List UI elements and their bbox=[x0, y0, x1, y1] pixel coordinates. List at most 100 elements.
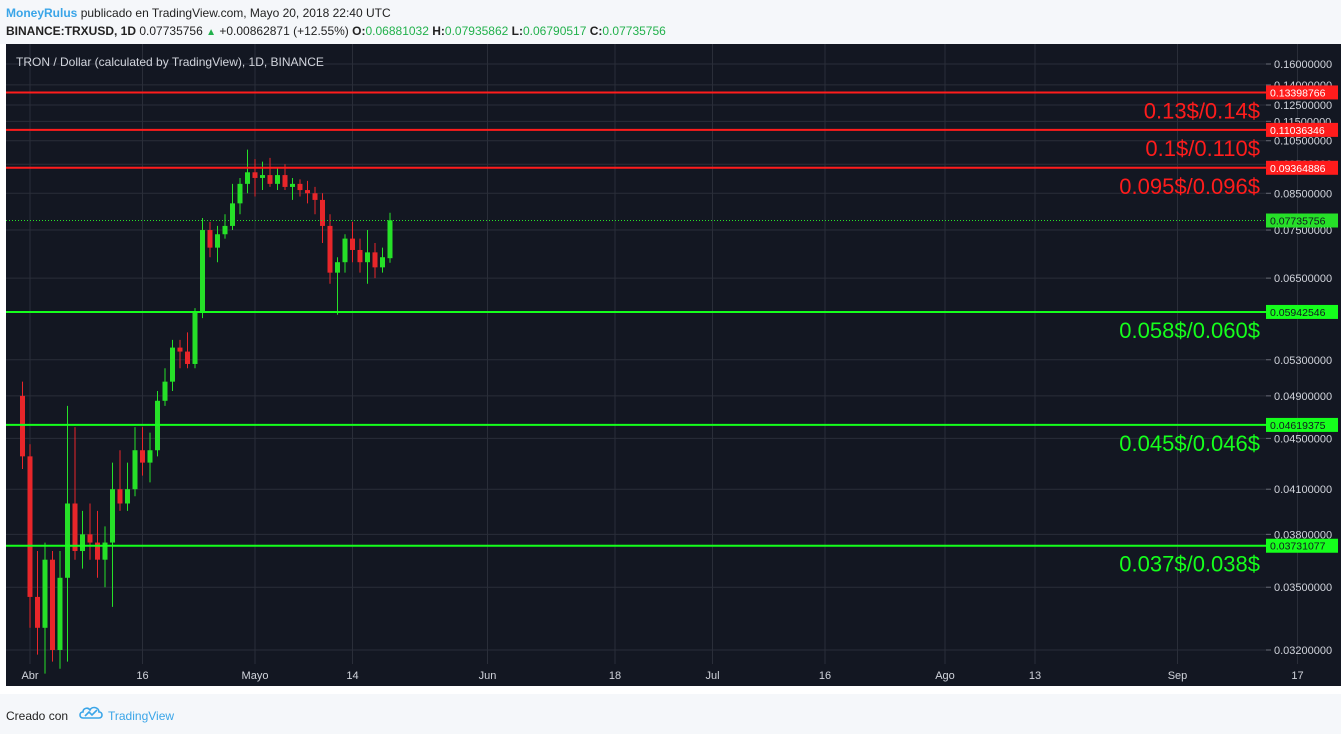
last-price: 0.07735756 bbox=[139, 24, 203, 38]
y-tick-label: 0.08500000 bbox=[1274, 188, 1332, 200]
candle-body bbox=[290, 183, 295, 187]
candle-body bbox=[132, 450, 138, 490]
candle-body bbox=[177, 347, 183, 352]
level-price-label: 0.13398766 bbox=[1270, 87, 1326, 99]
x-tick-label: 17 bbox=[1291, 670, 1303, 682]
footer: Creado con TradingView bbox=[0, 694, 1341, 734]
y-tick-label: 0.05300000 bbox=[1274, 355, 1332, 367]
price-change: +0.00862871 (+12.55%) bbox=[219, 24, 349, 38]
low-value: 0.06790517 bbox=[523, 24, 587, 38]
candle-body bbox=[65, 503, 70, 578]
y-tick-labels: 0.160000000.140000000.125000000.11500000… bbox=[1266, 59, 1332, 657]
candle-body bbox=[372, 252, 378, 268]
candle-body bbox=[230, 203, 235, 226]
candle-body bbox=[72, 503, 78, 552]
candle-body bbox=[110, 489, 115, 543]
candle-body bbox=[207, 230, 213, 248]
candle-body bbox=[57, 577, 63, 650]
x-tick-label: 13 bbox=[1029, 670, 1041, 682]
candle-body bbox=[185, 351, 190, 364]
level-price-tag bbox=[1266, 304, 1338, 319]
x-tick-label: Jun bbox=[479, 670, 497, 682]
chart-area[interactable]: 0.160000000.140000000.125000000.11500000… bbox=[0, 44, 1341, 694]
candle-body bbox=[252, 172, 258, 178]
x-tick-label: Jul bbox=[705, 670, 719, 682]
candle-body bbox=[312, 193, 318, 200]
level-zone-label: 0.13$/0.14$ bbox=[1144, 98, 1260, 123]
candle-body bbox=[20, 395, 25, 457]
current-price-label: 0.07735756 bbox=[1270, 216, 1326, 228]
candle-body bbox=[117, 489, 123, 504]
candle-body bbox=[260, 175, 265, 178]
candle-body bbox=[305, 190, 310, 194]
candle-body bbox=[42, 559, 48, 628]
candle-body bbox=[102, 542, 108, 560]
level-price-label: 0.09364886 bbox=[1270, 163, 1326, 175]
candle-body bbox=[140, 450, 145, 463]
y-tick-label: 0.12500000 bbox=[1274, 100, 1332, 112]
y-tick-label: 0.11500000 bbox=[1274, 116, 1331, 128]
x-tick-label: Mayo bbox=[242, 670, 269, 682]
candle-body bbox=[192, 311, 198, 364]
candle-body bbox=[27, 456, 33, 597]
candlestick-chart[interactable]: 0.160000000.140000000.125000000.11500000… bbox=[0, 44, 1341, 694]
level-price-label: 0.03731077 bbox=[1270, 541, 1326, 553]
candle-body bbox=[147, 450, 153, 463]
close-value: 0.07735756 bbox=[602, 24, 666, 38]
level-price-tag bbox=[1266, 538, 1338, 553]
time-axis[interactable] bbox=[6, 664, 1266, 686]
chart-title: TRON / Dollar (calculated by TradingView… bbox=[16, 55, 324, 69]
candle-body bbox=[357, 249, 363, 263]
plot-background bbox=[6, 44, 1266, 664]
level-zone-label: 0.045$/0.046$ bbox=[1119, 431, 1260, 456]
candle-body bbox=[267, 175, 273, 184]
low-label: L: bbox=[511, 24, 523, 38]
x-tick-labels: Abr 16 Mayo 14 Jun 18 Jul 16 Ago 13 Sep 17 bbox=[21, 670, 1303, 682]
level-price-label: 0.04619375 bbox=[1270, 420, 1326, 432]
symbol-label: BINANCE:TRXUSD, 1D bbox=[6, 24, 137, 38]
author-link[interactable]: MoneyRulus bbox=[6, 6, 78, 20]
tradingview-link[interactable]: TradingView bbox=[108, 709, 175, 723]
tradingview-cloud-icon[interactable] bbox=[78, 703, 104, 723]
level-price-tag bbox=[1266, 160, 1338, 175]
x-tick-label: Ago bbox=[935, 670, 955, 682]
candle-body bbox=[297, 183, 303, 191]
x-tick-label: 14 bbox=[346, 670, 358, 682]
publish-info: publicado en TradingView.com, Mayo 20, 2… bbox=[80, 6, 391, 20]
y-tick-label: 0.03200000 bbox=[1274, 645, 1332, 657]
x-tick-label: Abr bbox=[21, 670, 38, 682]
level-zone-label: 0.1$/0.110$ bbox=[1145, 136, 1260, 161]
candle-body bbox=[365, 252, 370, 263]
grid bbox=[6, 44, 1298, 664]
level-price-tag bbox=[1266, 122, 1338, 137]
candle-body bbox=[125, 489, 130, 504]
y-tick-label: 0.10500000 bbox=[1274, 136, 1332, 148]
open-value: 0.06881032 bbox=[365, 24, 429, 38]
publish-line: MoneyRulus publicado en TradingView.com,… bbox=[6, 6, 391, 20]
candle-body bbox=[380, 257, 385, 268]
current-price-tag bbox=[1266, 213, 1338, 228]
levels: 0.13398766 0.13$/0.14$ 0.11036346 0.1$/0.11… bbox=[6, 85, 1338, 577]
candle-body bbox=[80, 534, 85, 552]
candle-body bbox=[222, 225, 228, 235]
candle-body bbox=[342, 238, 348, 263]
level-price-tag bbox=[1266, 417, 1338, 432]
x-tick-label: 16 bbox=[819, 670, 831, 682]
candle-body bbox=[387, 220, 393, 259]
candle-body bbox=[50, 559, 55, 650]
open-label: O: bbox=[352, 24, 366, 38]
candle-body bbox=[35, 596, 40, 628]
y-tick-label: 0.04100000 bbox=[1274, 484, 1332, 496]
up-arrow-icon: ▲ bbox=[206, 27, 217, 38]
level-price-label: 0.05942546 bbox=[1270, 307, 1326, 319]
candle-body bbox=[87, 534, 93, 543]
candle-body bbox=[327, 225, 333, 273]
level-zone-label: 0.058$/0.060$ bbox=[1119, 318, 1260, 343]
level-zone-label: 0.037$/0.038$ bbox=[1119, 552, 1260, 577]
created-with-label: Creado con bbox=[6, 709, 69, 723]
y-tick-label: 0.06500000 bbox=[1274, 273, 1332, 285]
price-axis[interactable] bbox=[1266, 44, 1341, 664]
candle-body bbox=[245, 172, 250, 184]
x-tick-label: 16 bbox=[136, 670, 148, 682]
x-tick-label: Sep bbox=[1168, 670, 1188, 682]
